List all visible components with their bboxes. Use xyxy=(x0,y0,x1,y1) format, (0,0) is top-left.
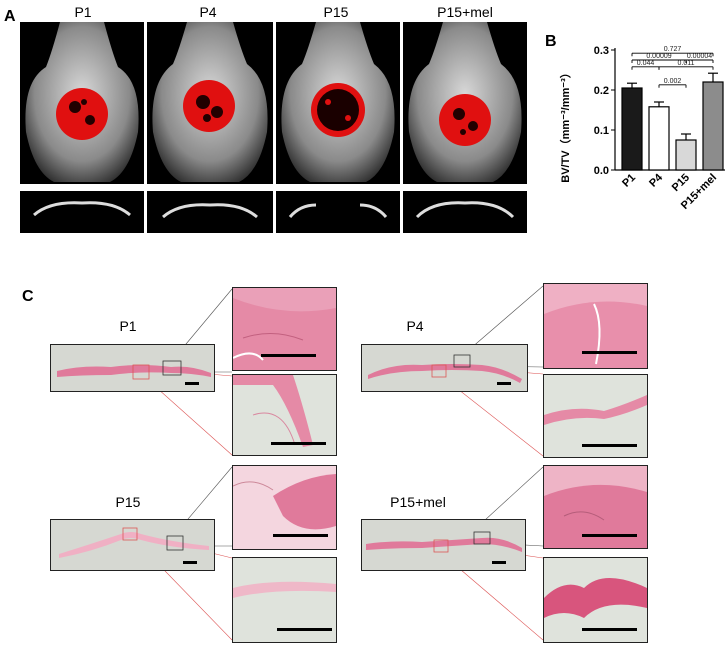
he-inset-p15-mel-top xyxy=(543,465,648,549)
scale-bar xyxy=(497,382,511,385)
y-axis-label: BV/TV（mm⁻³/mm⁻³） xyxy=(559,67,572,183)
he-inset-p4-bottom xyxy=(543,374,648,458)
scale-bar xyxy=(183,561,197,564)
he-section-p1 xyxy=(50,344,215,392)
ct-label-p4: P4 xyxy=(199,4,217,20)
scale-bar xyxy=(492,561,506,564)
microct-image-p4 xyxy=(147,22,273,184)
he-section-p4 xyxy=(361,344,528,392)
p-value-label: 0.727 xyxy=(664,46,682,53)
p-value-label: 0.00004 xyxy=(687,53,712,60)
scale-bar xyxy=(271,442,326,445)
scale-bar xyxy=(261,354,316,357)
panel-label-c: C xyxy=(22,288,34,305)
he-label-p1: P1 xyxy=(119,318,137,334)
he-section-p15 xyxy=(50,519,215,571)
microct-image-p15 xyxy=(276,22,400,184)
scale-bar xyxy=(582,444,637,447)
he-inset-p1-top xyxy=(232,287,337,371)
y-tick-label: 0.3 xyxy=(594,45,609,57)
he-inset-p15-mel-bottom xyxy=(543,557,648,643)
p-value-label: 0.011 xyxy=(678,60,695,67)
he-inset-p4-top xyxy=(543,283,648,369)
scale-bar xyxy=(277,628,332,631)
microct-section-p15 xyxy=(276,191,400,233)
microct-section-p15-mel xyxy=(403,191,527,233)
panel-label-b: B xyxy=(545,33,557,50)
he-label-p15-mel: P15+mel xyxy=(390,494,446,510)
panel-label-a: A xyxy=(4,8,16,25)
ct-label-p15-mel: P15+mel xyxy=(437,4,493,20)
microct-image-p15-mel xyxy=(403,22,527,184)
microct-section-p1 xyxy=(20,191,144,233)
he-inset-p15-bottom xyxy=(232,557,337,643)
y-tick-label: 0.1 xyxy=(594,125,609,137)
scale-bar xyxy=(582,534,637,537)
he-inset-p15-top xyxy=(232,465,337,550)
scale-bar xyxy=(273,534,328,537)
scale-bar xyxy=(582,351,637,354)
ct-label-p15: P15 xyxy=(323,4,349,20)
ct-label-p1: P1 xyxy=(74,4,92,20)
y-tick-label: 0.2 xyxy=(594,85,609,97)
p-value-label: 0.002 xyxy=(664,78,682,85)
y-tick-label: 0.0 xyxy=(594,165,609,177)
he-section-p15-mel xyxy=(361,519,526,571)
scale-bar xyxy=(582,628,637,631)
he-label-p15: P15 xyxy=(115,494,141,510)
p-value-label: 0.044 xyxy=(637,60,655,67)
he-label-p4: P4 xyxy=(406,318,424,334)
microct-section-p4 xyxy=(147,191,273,233)
p-value-label: 0.00009 xyxy=(646,53,671,60)
he-inset-p1-bottom xyxy=(232,374,337,456)
microct-image-p1 xyxy=(20,22,144,184)
scale-bar xyxy=(185,382,199,385)
